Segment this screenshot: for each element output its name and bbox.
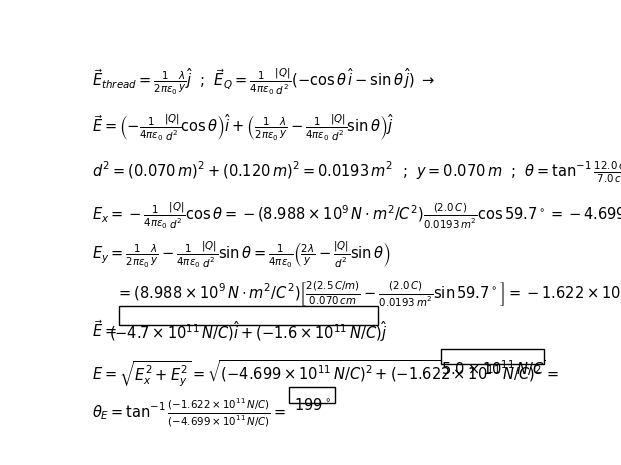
Text: $= (8.988\times10^9\,N\cdot m^2/C^2)\left[\frac{2(2.5\,C/m)}{0.070\,cm} - \frac{: $= (8.988\times10^9\,N\cdot m^2/C^2)\lef… bbox=[116, 279, 621, 309]
Text: $E = \sqrt{E_x^2 + E_y^2} = \sqrt{(-4.699\times10^{11}\,N/C)^2 + (-1.622\times10: $E = \sqrt{E_x^2 + E_y^2} = \sqrt{(-4.69… bbox=[92, 359, 559, 389]
Text: $\vec{E} = \left(-\frac{1}{4\pi\varepsilon_0}\frac{|Q|}{d^2}\cos\theta\right)\ha: $\vec{E} = \left(-\frac{1}{4\pi\varepsil… bbox=[92, 113, 394, 143]
Text: $\vec{E} = $: $\vec{E} = $ bbox=[92, 319, 117, 340]
FancyBboxPatch shape bbox=[119, 306, 378, 325]
Text: $199^\circ$: $199^\circ$ bbox=[294, 397, 330, 412]
FancyBboxPatch shape bbox=[441, 349, 545, 365]
Text: $\vec{E}_{thread} = \frac{1}{2\pi\varepsilon_0}\frac{\lambda}{y}\hat{j}$  ;  $\v: $\vec{E}_{thread} = \frac{1}{2\pi\vareps… bbox=[92, 66, 435, 97]
Text: $5.0\times10^{11}\,N/C$: $5.0\times10^{11}\,N/C$ bbox=[440, 359, 545, 378]
Text: $E_x = -\frac{1}{4\pi\varepsilon_0}\frac{|Q|}{d^2}\cos\theta = -(8.988\times10^9: $E_x = -\frac{1}{4\pi\varepsilon_0}\frac… bbox=[92, 201, 621, 231]
Text: $(-4.7\times10^{11}\,N/C)\hat{i}+(-1.6\times10^{11}\,N/C)\hat{j}$: $(-4.7\times10^{11}\,N/C)\hat{i}+(-1.6\t… bbox=[109, 319, 388, 344]
Text: $E_y = \frac{1}{2\pi\varepsilon_0}\frac{\lambda}{y} - \frac{1}{4\pi\varepsilon_0: $E_y = \frac{1}{2\pi\varepsilon_0}\frac{… bbox=[92, 240, 391, 270]
Text: $d^2 = (0.070\,m)^2 + (0.120\,m)^2 = 0.0193\,m^2$  ;  $y = 0.070\,m$  ;  $\theta: $d^2 = (0.070\,m)^2 + (0.120\,m)^2 = 0.0… bbox=[92, 159, 621, 185]
FancyBboxPatch shape bbox=[289, 387, 335, 403]
Text: $\theta_E = \tan^{-1}\frac{(-1.622\times10^{11}\,N/C)}{(-4.699\times10^{11}\,N/C: $\theta_E = \tan^{-1}\frac{(-1.622\times… bbox=[92, 397, 286, 429]
